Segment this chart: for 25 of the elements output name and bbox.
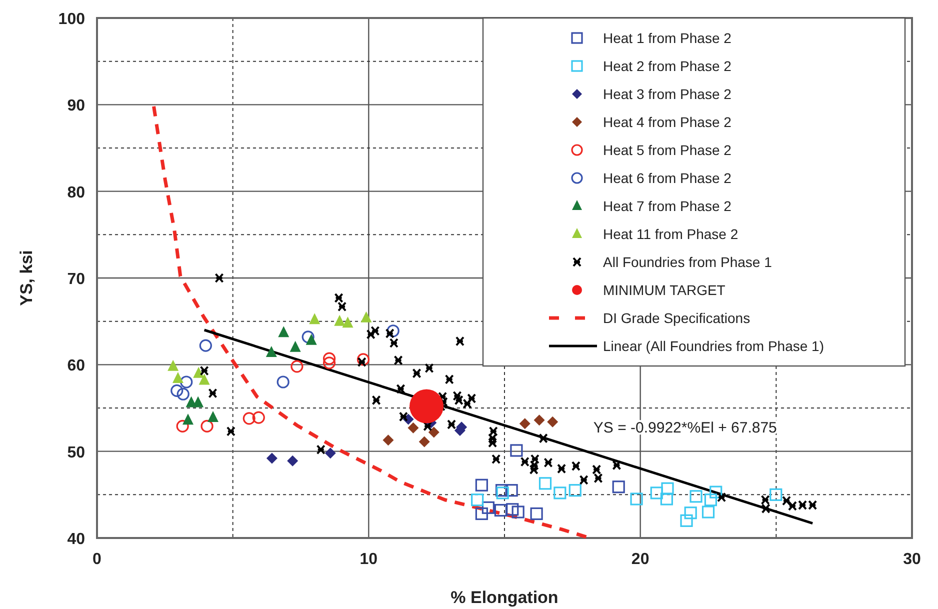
y-axis-title: YS, ksi [17,250,36,306]
legend-label: Heat 5 from Phase 2 [603,142,732,158]
legend-label: Linear (All Foundries from Phase 1) [603,338,824,354]
x-tick-label: 10 [360,551,378,568]
legend-label: Heat 1 from Phase 2 [603,30,732,46]
legend-label: DI Grade Specifications [603,310,750,326]
x-axis-title: % Elongation [450,588,558,607]
legend-label: Heat 2 from Phase 2 [603,58,732,74]
legend-label: Heat 6 from Phase 2 [603,170,732,186]
y-tick-label: 50 [67,444,86,462]
legend-label: Heat 11 from Phase 2 [603,226,738,242]
x-tick-label: 0 [92,551,102,568]
legend-label: MINIMUM TARGET [603,282,726,298]
y-tick-label: 80 [67,184,86,202]
y-tick-label: 90 [67,98,86,115]
legend-label: All Foundries from Phase 1 [603,254,772,270]
x-tick-label: 20 [631,551,650,568]
y-tick-label: 60 [67,358,86,375]
legend-label: Heat 3 from Phase 2 [603,86,732,102]
y-tick-label: 100 [58,11,86,28]
y-tick-label: 70 [67,271,86,288]
x-tick-label: 30 [903,551,921,568]
legend-label: Heat 7 from Phase 2 [603,198,732,214]
y-tick-label: 40 [67,531,86,548]
legend-label: Heat 4 from Phase 2 [603,114,732,130]
